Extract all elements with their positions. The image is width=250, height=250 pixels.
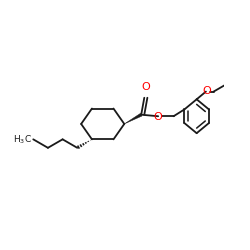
- Polygon shape: [124, 113, 142, 124]
- Text: O: O: [154, 112, 162, 122]
- Text: O: O: [142, 82, 150, 92]
- Text: H$_3$C: H$_3$C: [13, 133, 32, 145]
- Text: O: O: [202, 86, 211, 96]
